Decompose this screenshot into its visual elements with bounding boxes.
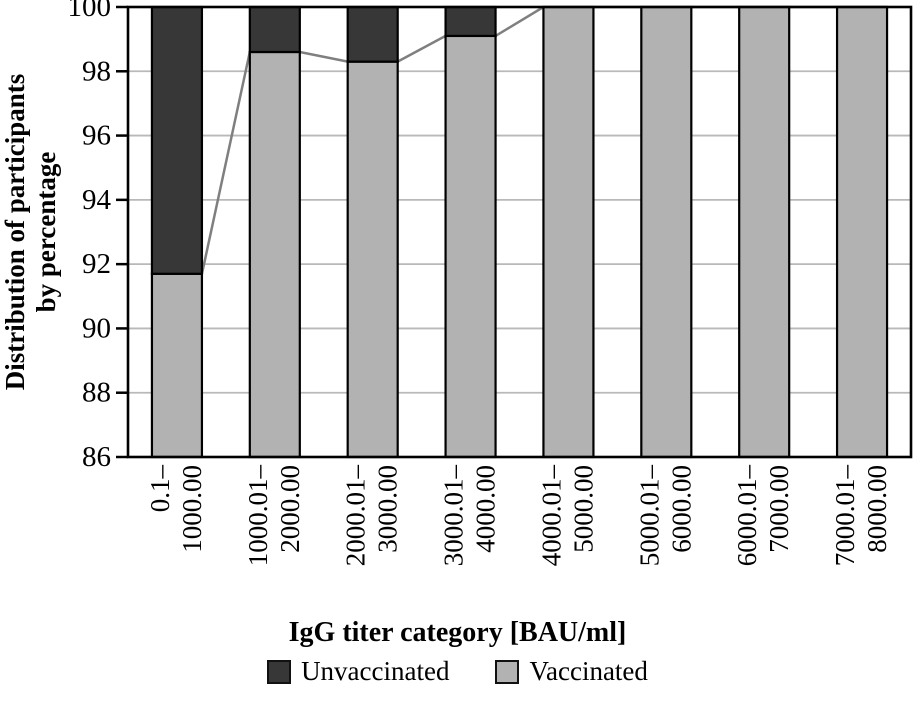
bar-segment-unvaccinated <box>248 5 301 54</box>
x-tick-label: 2000.01– <box>341 465 371 567</box>
x-tick-label: 8000.00 <box>862 465 892 553</box>
x-tick-label: 3000.01– <box>439 465 469 567</box>
bar-segment-vaccinated <box>346 60 399 459</box>
legend-item-vaccinated: Vaccinated <box>495 656 648 687</box>
bar-segment-unvaccinated <box>346 5 399 63</box>
x-tick-label: 4000.00 <box>471 465 501 553</box>
y-tick-label: 92 <box>82 248 111 280</box>
y-tick-label: 88 <box>82 377 111 409</box>
x-axis-title: IgG titer category [BAU/ml] <box>288 617 627 648</box>
bar-segment-vaccinated <box>835 5 889 459</box>
legend-label-unvaccinated: Unvaccinated <box>301 656 450 686</box>
x-tick-label: 1000.00 <box>177 465 207 553</box>
legend-label-vaccinated: Vaccinated <box>529 656 648 686</box>
bar-segment-vaccinated <box>640 5 693 459</box>
bar-segment-vaccinated <box>248 50 301 459</box>
x-tick-label: 7000.00 <box>764 465 794 553</box>
bar-segment-vaccinated <box>738 5 791 459</box>
bar-segment-unvaccinated <box>444 5 497 38</box>
x-tick-label: 1000.01– <box>243 465 273 567</box>
legend-swatch-vaccinated <box>495 659 520 684</box>
bar-segment-unvaccinated <box>150 5 204 275</box>
x-tick-label: 4000.01– <box>536 465 566 567</box>
bar-segment-vaccinated <box>542 5 595 459</box>
x-tick-label: 6000.01– <box>732 465 762 567</box>
x-tick-label: 3000.00 <box>373 465 403 553</box>
y-tick-label: 98 <box>82 55 111 87</box>
x-tick-label: 5000.00 <box>568 465 598 553</box>
legend-item-unvaccinated: Unvaccinated <box>267 656 449 687</box>
bar-segment-vaccinated <box>444 34 497 459</box>
x-tick-label: 5000.01– <box>634 465 664 567</box>
x-tick-label: 6000.00 <box>666 465 696 553</box>
y-tick-label: 96 <box>82 120 111 152</box>
plot-border <box>126 5 913 459</box>
y-tick-label: 100 <box>68 0 112 23</box>
x-tick-label: 7000.01– <box>830 465 860 567</box>
bar-segment-vaccinated <box>150 272 204 459</box>
legend-swatch-unvaccinated <box>267 659 292 684</box>
x-tick-label: 0.1– <box>145 465 175 513</box>
y-tick-label: 94 <box>82 184 112 216</box>
y-tick-label: 86 <box>82 441 111 473</box>
legend: Unvaccinated Vaccinated <box>0 656 915 687</box>
y-tick-label: 90 <box>82 312 111 344</box>
x-tick-label: 2000.00 <box>275 465 305 553</box>
